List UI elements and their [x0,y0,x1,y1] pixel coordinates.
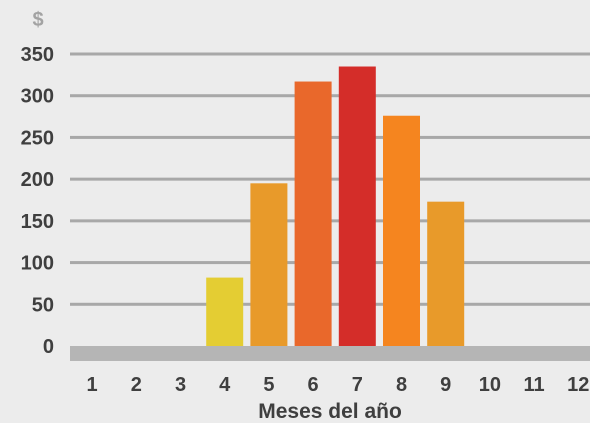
gridline-350 [70,52,590,56]
x-tick-label: 10 [479,374,501,396]
y-tick-label: 0 [43,336,54,358]
x-tick-label: 7 [352,374,363,396]
y-tick-label: 200 [21,169,54,191]
y-tick-label: 350 [21,44,54,66]
bar-month-6 [294,81,332,346]
y-unit-label: $ [32,9,43,31]
x-tick-label: 4 [219,374,231,396]
x-tick-label: 2 [131,374,142,396]
x-tick-label: 11 [524,374,545,396]
bars [206,66,465,346]
x-tick-label: 3 [175,374,186,396]
x-tick-label: 6 [308,374,319,396]
y-tick-label: 50 [32,294,54,316]
y-tick-label: 300 [21,86,54,108]
bar-month-7 [338,66,376,346]
x-axis-label: Meses del año [258,400,402,423]
x-axis-baseline [70,346,590,361]
bar-month-4 [206,277,244,346]
x-tick-label: 8 [396,374,407,396]
x-tick-label: 12 [567,374,589,396]
y-tick-label: 100 [21,253,54,275]
x-tick-label: 9 [440,374,451,396]
x-tick-label: 1 [87,374,98,396]
y-tick-label: 250 [21,127,54,149]
y-tick-label: 150 [21,211,54,233]
x-tick-labels: 1 2 3 4 5 6 7 8 9 10 11 12 [87,374,590,396]
bar-month-9 [427,201,465,346]
y-tick-labels: 0 50 100 150 200 250 300 350 [21,44,54,358]
bar-month-8 [383,115,420,346]
bar-month-5 [250,183,288,346]
x-tick-label: 5 [263,374,274,396]
